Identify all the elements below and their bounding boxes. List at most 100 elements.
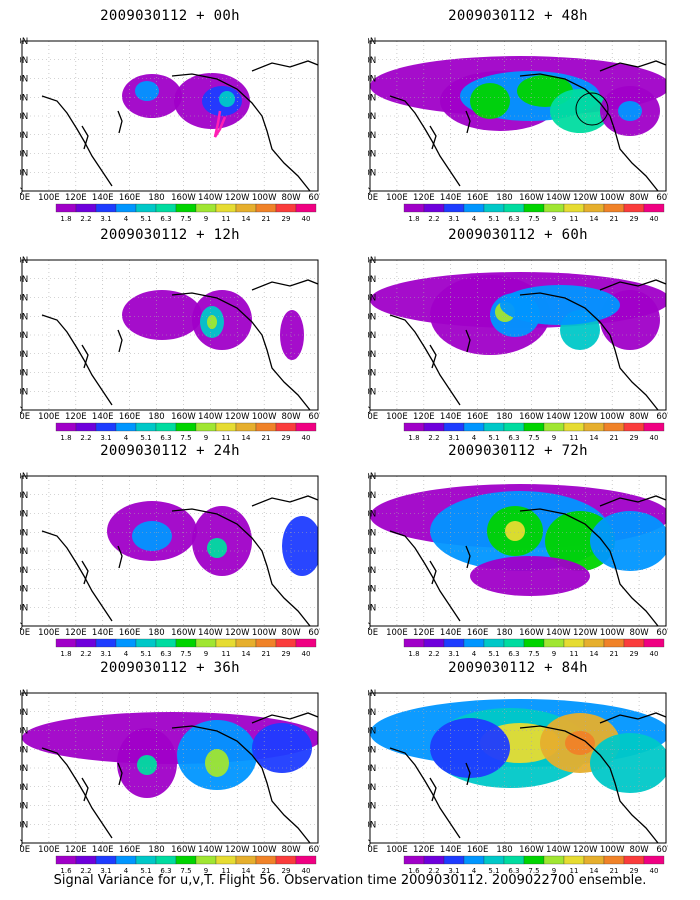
colorbar-swatch (523, 422, 545, 432)
coastline (117, 545, 123, 569)
colorbar-label: 5.1 (488, 215, 499, 223)
coastline (251, 712, 319, 724)
coastline (251, 495, 319, 507)
longitude-label: 100E (38, 845, 60, 855)
map-svg: 80N 70N 60N 50N 40N 30N 20N 10N EQ80E 100E 120E 140… (368, 689, 668, 875)
colorbar-label: 3.1 (100, 867, 111, 875)
colorbar-label: 9 (552, 434, 556, 442)
colorbar-label: 9 (204, 650, 208, 658)
colorbar-label: 14 (242, 867, 251, 875)
longitude-label: 140W (546, 628, 571, 638)
longitude-label: 160E (119, 845, 141, 855)
longitude-label: 160E (467, 628, 489, 638)
colorbar-swatch (195, 422, 217, 432)
colorbar-swatch (643, 203, 665, 213)
longitude-label: 80E (20, 845, 30, 855)
colorbar-swatch (483, 422, 505, 432)
colorbar-label: 3.1 (448, 434, 459, 442)
colorbar-swatch (463, 638, 485, 648)
variance-shading (590, 733, 666, 793)
longitude-label: 140E (440, 628, 462, 638)
colorbar-swatch (95, 638, 117, 648)
latitude-label: 80N (368, 472, 376, 482)
colorbar-label: 40 (650, 215, 659, 223)
coastline (41, 314, 113, 406)
colorbar-label: 7.5 (528, 434, 539, 442)
colorbar-label: 11 (570, 215, 579, 223)
longitude-label: 140E (92, 193, 114, 203)
colorbar-swatch (603, 422, 625, 432)
colorbar-label: 21 (610, 215, 619, 223)
longitude-label: 100E (38, 412, 60, 422)
colorbar-swatch (195, 638, 217, 648)
coastline (41, 95, 113, 187)
colorbar-label: 1.8 (60, 215, 71, 223)
colorbar-swatch (235, 855, 257, 865)
longitude-label: 140E (440, 193, 462, 203)
variance-shading (207, 315, 217, 329)
latitude-label: 30N (20, 350, 28, 360)
colorbar-label: 6.3 (508, 434, 519, 442)
colorbar-label: 9 (204, 434, 208, 442)
variance-shading (470, 83, 510, 119)
latitude-label: 20N (368, 150, 376, 160)
colorbar-label: 11 (222, 650, 231, 658)
colorbar-label: 3.1 (448, 215, 459, 223)
colorbar-swatch (75, 855, 97, 865)
latitude-label: EQ (20, 622, 23, 632)
latitude-label: EQ (20, 187, 23, 197)
latitude-label: 70N (20, 275, 28, 285)
longitude-label: 120E (65, 845, 87, 855)
longitude-label: 160W (171, 628, 196, 638)
panel-title: 2009030112 + 36h (100, 660, 240, 676)
colorbar-swatch (403, 203, 425, 213)
colorbar-label: 4 (124, 215, 129, 223)
colorbar-label: 7.5 (528, 215, 539, 223)
colorbar-label: 7.5 (180, 434, 191, 442)
colorbar-label: 5.1 (140, 650, 151, 658)
colorbar-label: 14 (242, 215, 251, 223)
colorbar-swatch (215, 638, 237, 648)
colorbar-swatch (643, 422, 665, 432)
longitude-label: 180 (496, 628, 512, 638)
longitude-label: 80E (20, 193, 30, 203)
colorbar-label: 29 (630, 867, 639, 875)
colorbar-label: 4 (472, 650, 477, 658)
coastline (81, 344, 89, 369)
colorbar-swatch (235, 638, 257, 648)
colorbar-label: 40 (302, 867, 311, 875)
longitude-label: 140E (440, 412, 462, 422)
colorbar-label: 21 (262, 650, 271, 658)
colorbar-swatch (115, 203, 137, 213)
colorbar-label: 40 (650, 434, 659, 442)
longitude-label: 120E (413, 412, 435, 422)
colorbar-label: 14 (242, 434, 251, 442)
colorbar-swatch (503, 855, 525, 865)
longitude-label: 140W (198, 412, 223, 422)
longitude-label: 100W (252, 845, 277, 855)
latitude-label: 20N (20, 802, 28, 812)
longitude-label: 140W (198, 193, 223, 203)
colorbar-swatch (443, 203, 465, 213)
coastline (117, 762, 123, 786)
colorbar-label: 40 (650, 650, 659, 658)
colorbar-label: 9 (204, 215, 208, 223)
coastline (251, 60, 319, 72)
latitude-label: 30N (368, 783, 376, 793)
variance-shading (135, 81, 159, 101)
longitude-label: 80W (281, 412, 301, 422)
colorbar-label: 11 (222, 867, 231, 875)
colorbar-label: 2.2 (80, 215, 91, 223)
target-circle (575, 92, 609, 126)
longitude-label: 140W (546, 845, 571, 855)
latitude-label: 70N (368, 56, 376, 66)
latitude-label: 80N (368, 689, 376, 699)
colorbar-swatch (55, 203, 77, 213)
colorbar-swatch (643, 638, 665, 648)
colorbar-swatch (295, 638, 317, 648)
variance-shading (132, 521, 172, 551)
colorbar-label: 14 (590, 867, 599, 875)
colorbar-label: 1.6 (60, 867, 72, 875)
colorbar-label: 29 (282, 867, 291, 875)
latitude-label: 50N (20, 528, 28, 538)
